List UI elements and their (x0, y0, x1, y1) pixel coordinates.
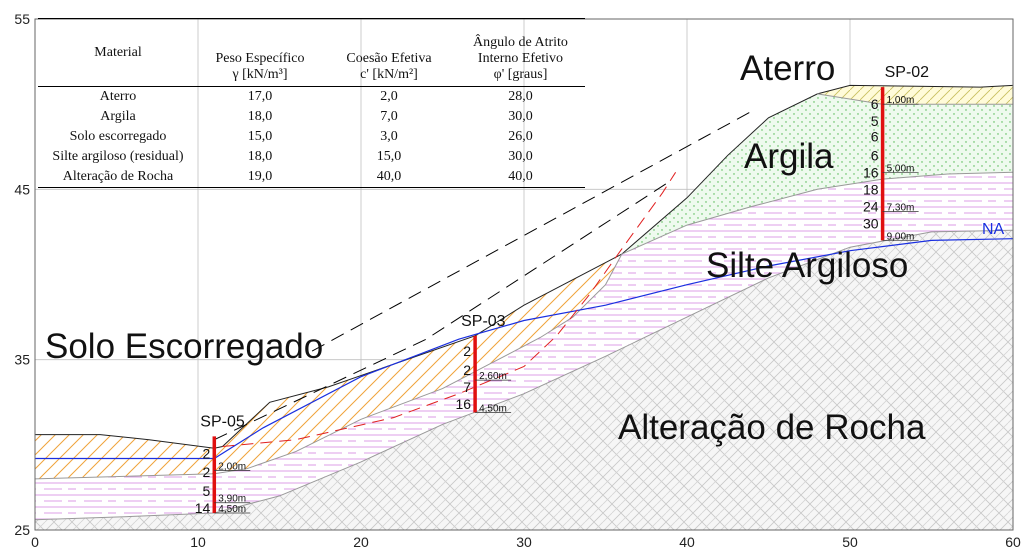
label-argila: Argila (744, 137, 834, 176)
depth-label: 2,00m (218, 461, 246, 472)
header-material: Material (94, 44, 142, 60)
nspt-value: 5 (203, 483, 211, 499)
fill-layer (817, 85, 1013, 105)
nspt-value: 2 (203, 445, 211, 461)
x-tick-label: 40 (679, 534, 695, 550)
original-ground-dashed (214, 180, 671, 441)
row-cell: 40,0 (322, 167, 456, 188)
layer-boundary (34, 171, 1014, 480)
depth-label: 2,60m (479, 371, 507, 382)
depth-label: 1,00m (887, 95, 915, 106)
y-tick-label: 55 (14, 11, 30, 27)
label-silte: Silte Argiloso (706, 246, 908, 285)
row-cell: 17,0 (247, 89, 273, 104)
row-cell: Alteração de Rocha (38, 167, 198, 188)
depth-label: 9,00m (887, 231, 915, 242)
depth-label: 7,30m (887, 202, 915, 213)
nspt-value: 14 (195, 500, 211, 516)
borehole-label: SP-02 (885, 64, 930, 81)
row-cell: 26,0 (508, 129, 533, 144)
label-water-table: NA (982, 221, 1005, 238)
row-cell: 28,0 (508, 89, 533, 104)
borehole-label: SP-05 (200, 413, 245, 430)
row-cell: 30,0 (508, 109, 533, 124)
nspt-value: 16 (456, 396, 472, 412)
table-row: Argila 18,0 7,0 30,0 (38, 107, 585, 127)
x-tick-label: 0 (31, 534, 39, 550)
header-peso: Peso Específico (215, 51, 305, 66)
label-solo: Solo Escorregado (45, 327, 323, 366)
nspt-value: 2 (203, 464, 211, 480)
nspt-value: 2 (463, 362, 471, 378)
depth-label: 4,50m (218, 504, 246, 515)
row-cell: Aterro (99, 89, 137, 104)
nspt-value: 16 (863, 164, 879, 180)
x-tick-label: 20 (353, 534, 369, 550)
ground-surface (35, 84, 1014, 449)
nspt-value: 24 (863, 198, 879, 214)
row-cell: 18,0 (247, 149, 273, 164)
label-rocha: Alteração de Rocha (618, 408, 926, 447)
row-cell: 18,0 (247, 109, 273, 124)
nspt-value: 2 (463, 343, 471, 359)
table-row: Alteração de Rocha 19,0 40,0 40,0 (38, 167, 585, 188)
y-tick-label: 45 (14, 181, 30, 197)
row-cell: 3,0 (380, 129, 398, 144)
nspt-value: 7 (463, 379, 471, 395)
slid-soil-layer (35, 254, 622, 479)
row-cell: 30,0 (508, 149, 533, 164)
unit-peso: γ [kN/m³] (232, 67, 288, 82)
nspt-value: 6 (871, 96, 879, 112)
row-cell: 19,0 (198, 167, 322, 188)
header-angulo: Ângulo de Atrito Interno Efetivo (473, 35, 568, 66)
row-cell: Solo escorregado (69, 129, 167, 144)
nspt-value: 30 (863, 215, 879, 231)
depth-label: 4,50m (479, 403, 507, 414)
label-aterro: Aterro (740, 49, 835, 88)
y-tick-label: 35 (14, 352, 30, 368)
table-row: Silte argiloso (residual) 18,0 15,0 30,0 (38, 147, 585, 167)
table-row: Solo escorregado 15,0 3,0 26,0 (38, 127, 585, 147)
x-tick-label: 50 (842, 534, 858, 550)
rock-layer (35, 230, 1013, 530)
nspt-value: 18 (863, 181, 879, 197)
clay-layer (621, 93, 1013, 255)
plot-frame (34, 18, 1014, 531)
x-tick-label: 30 (516, 534, 532, 550)
table-row: Aterro 17,0 2,0 28,0 (38, 87, 585, 108)
water-table-line (35, 238, 1014, 460)
projected-slope-dashed (311, 110, 753, 352)
depth-label: 3,90m (218, 494, 246, 505)
row-cell: 7,0 (380, 109, 398, 124)
row-cell: Silte argiloso (residual) (52, 149, 184, 164)
borehole-label: SP-03 (461, 313, 506, 330)
row-cell: Argila (100, 109, 136, 124)
unit-coesao: c' [kN/m²] (360, 67, 418, 82)
row-cell: 15,0 (247, 129, 273, 144)
unit-angulo: φ' [graus] (493, 67, 548, 82)
nspt-value: 6 (871, 129, 879, 145)
row-cell: 40,0 (456, 167, 585, 188)
material-properties-table: Material Peso Específico Coesão Efetiva … (38, 18, 585, 188)
y-tick-label: 25 (14, 522, 30, 538)
row-cell: 15,0 (376, 149, 402, 164)
header-coesao: Coesão Efetiva (346, 51, 432, 66)
depth-label: 5,00m (887, 163, 915, 174)
nspt-value: 6 (871, 147, 879, 163)
failure-surface (222, 172, 677, 447)
row-cell: 2,0 (380, 89, 398, 104)
x-tick-label: 60 (1005, 534, 1021, 550)
x-tick-label: 10 (190, 534, 206, 550)
nspt-value: 5 (871, 113, 879, 129)
